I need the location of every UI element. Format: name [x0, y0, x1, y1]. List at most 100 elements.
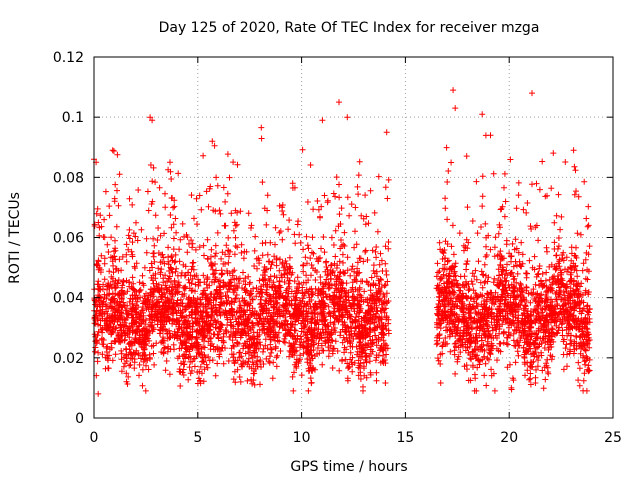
data-point: [310, 365, 317, 372]
data-point: [536, 186, 543, 193]
data-point: [266, 353, 273, 360]
data-point: [574, 273, 581, 280]
data-point: [239, 363, 246, 370]
data-point: [286, 283, 293, 290]
data-point: [308, 272, 314, 279]
data-point: [510, 285, 517, 292]
data-point: [534, 363, 541, 370]
data-point: [381, 282, 388, 289]
data-point: [551, 239, 558, 246]
data-point: [293, 359, 300, 366]
data-point: [206, 185, 213, 192]
data-point: [202, 290, 209, 297]
data-point: [483, 318, 490, 325]
data-point: [532, 281, 539, 288]
data-point: [352, 295, 359, 302]
data-point: [240, 345, 247, 352]
data-point: [510, 330, 517, 337]
data-point: [504, 308, 511, 314]
data-point: [313, 303, 320, 310]
data-point: [357, 255, 364, 262]
data-point: [513, 205, 520, 212]
data-point: [257, 381, 263, 388]
data-point: [154, 237, 161, 243]
data-point: [555, 191, 562, 198]
data-point: [176, 325, 183, 332]
data-point: [251, 308, 258, 315]
data-point: [155, 250, 162, 256]
data-point: [224, 299, 231, 306]
data-point: [319, 310, 326, 317]
data-point: [310, 206, 317, 213]
data-point: [500, 330, 507, 337]
data-point: [209, 357, 216, 364]
data-point: [123, 258, 130, 265]
data-point: [326, 309, 333, 316]
data-point: [357, 353, 364, 360]
data-point: [584, 276, 591, 283]
data-point: [158, 266, 165, 273]
data-point: [236, 374, 243, 380]
data-point: [520, 305, 527, 312]
data-point: [233, 328, 240, 335]
data-point: [193, 299, 200, 306]
data-point: [266, 323, 273, 330]
data-point: [461, 273, 468, 280]
data-point: [312, 319, 319, 326]
data-point: [259, 308, 266, 315]
data-point: [362, 327, 368, 334]
data-point: [182, 272, 189, 279]
data-point: [520, 344, 527, 351]
data-point: [577, 231, 584, 238]
data-point: [109, 290, 116, 297]
data-point: [385, 330, 392, 337]
data-point: [317, 274, 324, 280]
data-point: [191, 363, 198, 370]
data-point: [336, 211, 343, 218]
data-point: [106, 203, 113, 210]
data-point: [106, 346, 113, 353]
data-point: [338, 237, 344, 243]
data-point: [547, 303, 554, 309]
data-point: [524, 367, 531, 374]
data-point: [314, 351, 320, 357]
data-point: [188, 311, 195, 318]
data-point: [273, 333, 280, 339]
data-point: [195, 349, 202, 356]
data-point: [320, 234, 327, 240]
data-point: [491, 387, 498, 394]
data-point: [562, 345, 569, 352]
data-point: [528, 311, 534, 318]
data-point: [557, 309, 564, 316]
data-point: [495, 283, 502, 290]
data-point: [500, 255, 507, 262]
data-point: [477, 325, 483, 332]
data-point: [455, 293, 462, 300]
data-point: [304, 356, 311, 362]
data-point: [338, 205, 345, 212]
data-point: [197, 279, 204, 286]
data-point: [119, 284, 125, 291]
data-point: [291, 361, 298, 368]
data-point: [245, 210, 252, 217]
data-point: [208, 246, 215, 253]
data-point: [333, 293, 340, 300]
data-point: [181, 233, 187, 240]
data-point: [115, 333, 122, 340]
data-point: [231, 287, 238, 294]
data-point: [99, 326, 106, 333]
data-point: [99, 351, 106, 358]
data-point: [228, 345, 235, 352]
data-point: [482, 220, 489, 227]
data-point: [297, 341, 304, 348]
data-point: [373, 268, 380, 275]
data-point: [151, 302, 158, 309]
data-point: [115, 267, 122, 274]
data-point: [362, 248, 369, 255]
data-point: [532, 319, 539, 326]
data-point: [128, 248, 135, 255]
data-point: [139, 382, 146, 389]
data-point: [453, 329, 460, 336]
data-point: [231, 368, 238, 375]
data-point: [317, 330, 324, 337]
